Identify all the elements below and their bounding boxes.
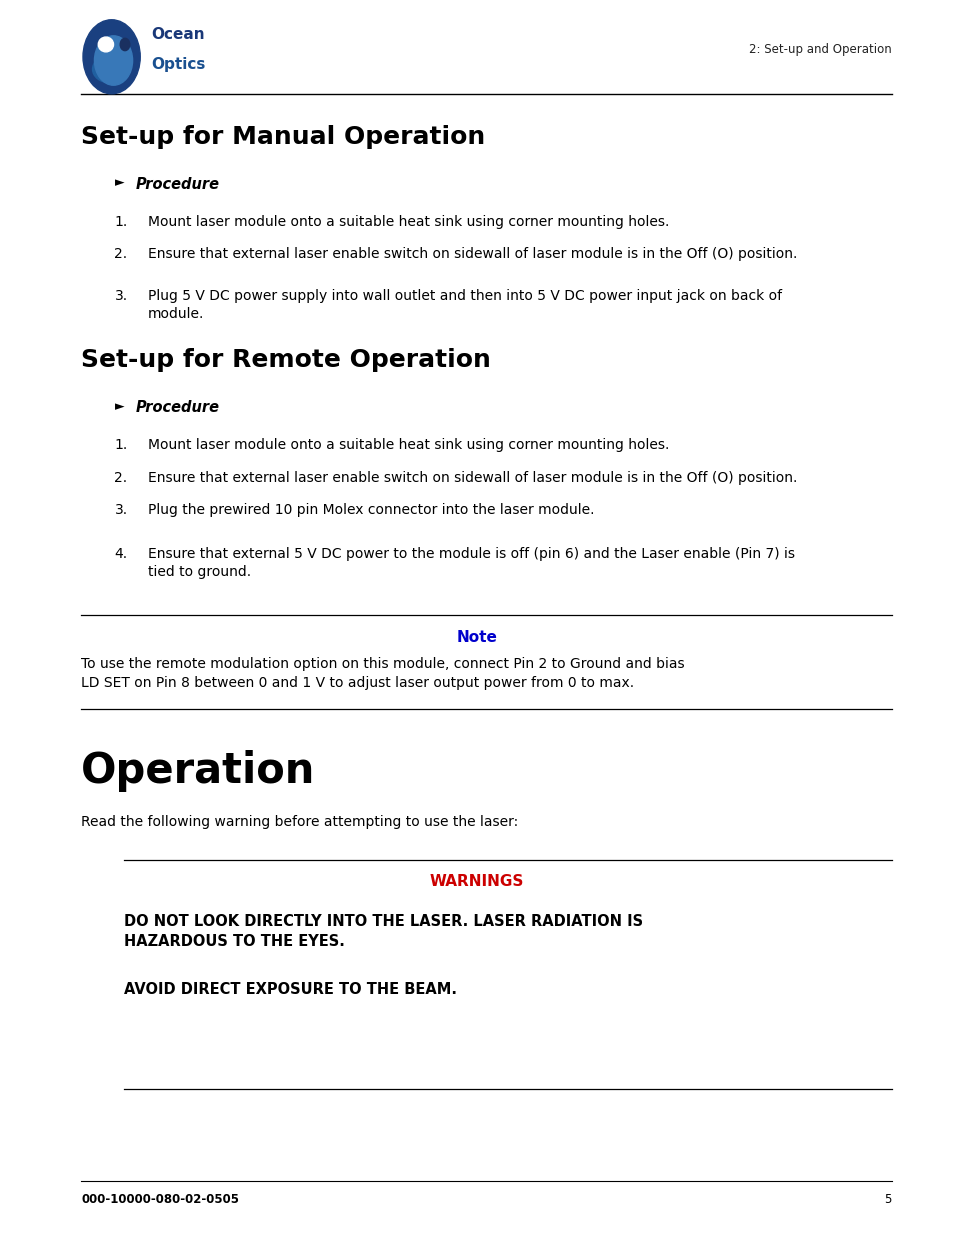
Ellipse shape: [98, 37, 113, 52]
Text: Ensure that external laser enable switch on sidewall of laser module is in the O: Ensure that external laser enable switch…: [148, 471, 797, 484]
Text: 1.: 1.: [114, 438, 128, 452]
Text: Mount laser module onto a suitable heat sink using corner mounting holes.: Mount laser module onto a suitable heat …: [148, 438, 669, 452]
Text: Ensure that external 5 V DC power to the module is off (pin 6) and the Laser ena: Ensure that external 5 V DC power to the…: [148, 547, 794, 579]
Text: ►: ►: [114, 400, 124, 414]
Text: 000-10000-080-02-0505: 000-10000-080-02-0505: [81, 1193, 239, 1207]
Circle shape: [83, 20, 140, 94]
Text: Ocean: Ocean: [152, 27, 205, 42]
Text: ►: ►: [114, 177, 124, 190]
Text: 3.: 3.: [114, 503, 128, 516]
Text: 2.: 2.: [114, 247, 128, 261]
Circle shape: [94, 36, 132, 85]
Text: Optics: Optics: [152, 57, 206, 72]
Text: DO NOT LOOK DIRECTLY INTO THE LASER. LASER RADIATION IS
HAZARDOUS TO THE EYES.: DO NOT LOOK DIRECTLY INTO THE LASER. LAS…: [124, 914, 642, 948]
Text: Set-up for Remote Operation: Set-up for Remote Operation: [81, 348, 491, 372]
Text: 5: 5: [883, 1193, 891, 1207]
Circle shape: [120, 38, 130, 51]
Ellipse shape: [92, 56, 127, 83]
Text: Note: Note: [456, 630, 497, 645]
Text: Procedure: Procedure: [135, 177, 219, 191]
Text: Procedure: Procedure: [135, 400, 219, 415]
Text: AVOID DIRECT EXPOSURE TO THE BEAM.: AVOID DIRECT EXPOSURE TO THE BEAM.: [124, 982, 456, 997]
Text: 2: Set-up and Operation: 2: Set-up and Operation: [748, 43, 891, 56]
Text: 4.: 4.: [114, 547, 128, 561]
Text: Plug the prewired 10 pin Molex connector into the laser module.: Plug the prewired 10 pin Molex connector…: [148, 503, 594, 516]
Text: 3.: 3.: [114, 289, 128, 303]
Text: Set-up for Manual Operation: Set-up for Manual Operation: [81, 125, 485, 148]
Text: WARNINGS: WARNINGS: [430, 874, 523, 889]
Text: 1.: 1.: [114, 215, 128, 228]
Text: To use the remote modulation option on this module, connect Pin 2 to Ground and : To use the remote modulation option on t…: [81, 657, 684, 690]
Text: Plug 5 V DC power supply into wall outlet and then into 5 V DC power input jack : Plug 5 V DC power supply into wall outle…: [148, 289, 781, 321]
Text: Read the following warning before attempting to use the laser:: Read the following warning before attemp…: [81, 815, 517, 829]
Text: Mount laser module onto a suitable heat sink using corner mounting holes.: Mount laser module onto a suitable heat …: [148, 215, 669, 228]
Text: Ensure that external laser enable switch on sidewall of laser module is in the O: Ensure that external laser enable switch…: [148, 247, 797, 261]
Text: Operation: Operation: [81, 750, 315, 792]
Text: 2.: 2.: [114, 471, 128, 484]
